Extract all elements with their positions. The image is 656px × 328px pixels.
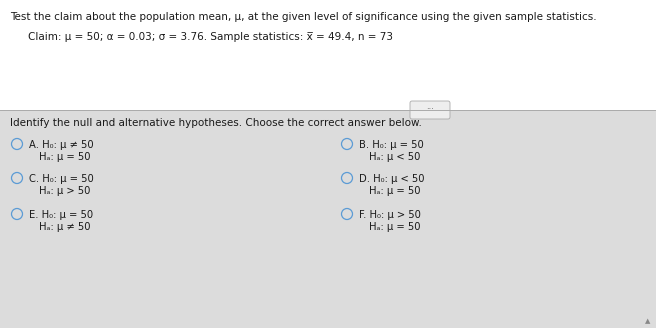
Text: Hₐ: μ < 50: Hₐ: μ < 50	[369, 152, 420, 162]
FancyBboxPatch shape	[410, 101, 450, 119]
Text: F. H₀: μ > 50: F. H₀: μ > 50	[359, 210, 421, 220]
Text: ▲: ▲	[645, 318, 650, 324]
FancyBboxPatch shape	[0, 110, 656, 328]
Text: Hₐ: μ = 50: Hₐ: μ = 50	[369, 222, 420, 232]
Text: Identify the null and alternative hypotheses. Choose the correct answer below.: Identify the null and alternative hypoth…	[10, 118, 422, 128]
FancyBboxPatch shape	[0, 0, 656, 110]
Text: D. H₀: μ < 50: D. H₀: μ < 50	[359, 174, 424, 184]
Text: Claim: μ = 50; α = 0.03; σ = 3.76. Sample statistics: x̅ = 49.4, n = 73: Claim: μ = 50; α = 0.03; σ = 3.76. Sampl…	[28, 32, 393, 42]
Text: Test the claim about the population mean, μ, at the given level of significance : Test the claim about the population mean…	[10, 12, 596, 22]
Text: Hₐ: μ > 50: Hₐ: μ > 50	[39, 186, 91, 196]
Text: C. H₀: μ = 50: C. H₀: μ = 50	[29, 174, 94, 184]
Text: Hₐ: μ ≠ 50: Hₐ: μ ≠ 50	[39, 222, 91, 232]
Text: A. H₀: μ ≠ 50: A. H₀: μ ≠ 50	[29, 140, 94, 150]
Text: Hₐ: μ = 50: Hₐ: μ = 50	[369, 186, 420, 196]
Text: B. H₀: μ = 50: B. H₀: μ = 50	[359, 140, 424, 150]
Text: ···: ···	[426, 106, 434, 114]
Text: Hₐ: μ = 50: Hₐ: μ = 50	[39, 152, 91, 162]
Text: E. H₀: μ = 50: E. H₀: μ = 50	[29, 210, 93, 220]
